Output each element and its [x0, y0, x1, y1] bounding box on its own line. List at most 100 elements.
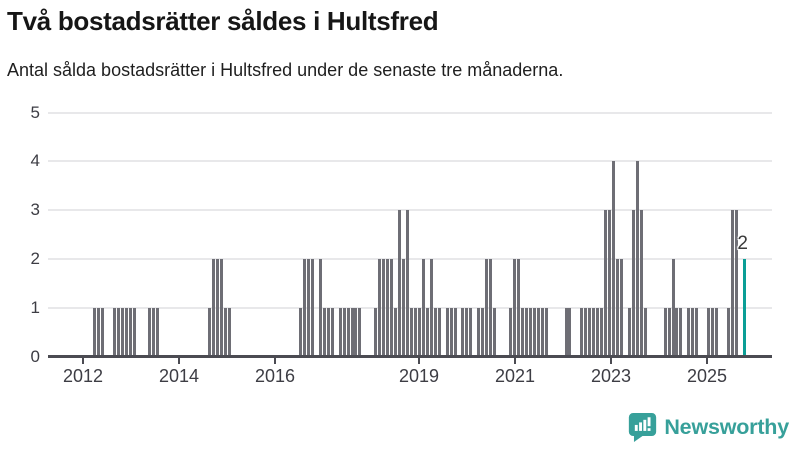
- x-axis-label-2016: 2016: [254, 366, 296, 386]
- bar-2020-01: [465, 308, 469, 357]
- bar-2015-01: [227, 308, 231, 357]
- bar-2018-09: [402, 259, 406, 357]
- bar-2021-08: [540, 308, 544, 357]
- bar-2024-07: [679, 308, 683, 357]
- bar-2014-08: [207, 308, 211, 357]
- bar-2022-03: [568, 308, 572, 357]
- bar-2021-01: [513, 259, 516, 357]
- bar-2014-10: [215, 259, 219, 357]
- bar-2017-07: [346, 308, 350, 357]
- bar-2021-04: [524, 308, 528, 357]
- bar-2024-11: [695, 308, 699, 357]
- bar-2025-02: [707, 308, 711, 357]
- bar-2022-10: [596, 308, 600, 357]
- bar-2020-02: [469, 308, 473, 357]
- bar-2018-06: [390, 259, 394, 357]
- bar-2022-12: [604, 210, 608, 357]
- bar-2021-06: [532, 308, 536, 357]
- bar-2023-08: [635, 161, 639, 357]
- y-axis-label-3: 3: [30, 200, 40, 220]
- bar-2018-07: [394, 308, 398, 357]
- bar-2019-02: [421, 259, 425, 357]
- bar-2016-12: [318, 259, 322, 357]
- bar-2012-12: [128, 308, 132, 357]
- y-axis-label-1: 1: [30, 298, 40, 318]
- bar-2017-10: [358, 308, 362, 357]
- bar-2022-09: [592, 308, 596, 357]
- x-axis-label-2019: 2019: [398, 366, 440, 386]
- bar-2016-10: [310, 259, 314, 357]
- x-axis-tick-2014: [178, 358, 180, 364]
- bar-2023-02: [612, 161, 616, 357]
- bar-2012-08: [112, 308, 116, 357]
- bar-2025-09: [734, 210, 738, 357]
- chart-title: Två bostadsrätter såldes i Hultsfred: [7, 6, 439, 36]
- bar-2021-02: [516, 259, 520, 357]
- bar-2012-03: [92, 308, 96, 357]
- bar-2018-05: [386, 259, 390, 357]
- y-axis-label-5: 5: [30, 102, 40, 122]
- bar-2025-03: [711, 308, 715, 357]
- bar-2018-12: [413, 308, 417, 357]
- bar-2024-05: [671, 259, 675, 357]
- bar-2016-07: [299, 308, 302, 357]
- x-axis-label-2012: 2012: [62, 366, 104, 386]
- bar-2013-06: [152, 308, 156, 357]
- bar-2021-03: [520, 308, 524, 357]
- bar-2019-09: [449, 308, 453, 357]
- gridline-y4: [48, 160, 772, 163]
- bar-2017-02: [326, 308, 330, 357]
- bar-2023-01: [608, 210, 612, 357]
- latest-value-label: 2: [737, 233, 748, 255]
- bar-2020-06: [485, 259, 489, 357]
- bar-2024-09: [687, 308, 691, 357]
- bar-2020-04: [477, 308, 481, 357]
- x-axis-tick-2016: [274, 358, 276, 364]
- x-axis-label-2023: 2023: [590, 366, 632, 386]
- bar-2019-03: [425, 308, 429, 357]
- bar-2016-08: [302, 259, 306, 357]
- x-axis-tick-2012: [82, 358, 84, 364]
- bar-2024-04: [667, 308, 671, 357]
- x-axis-tick-2023: [610, 358, 612, 364]
- bar-2016-09: [306, 259, 310, 357]
- bar-2017-08: [350, 308, 354, 357]
- bar-2013-07: [156, 308, 160, 357]
- y-axis-label-2: 2: [30, 249, 40, 269]
- gridline-y3: [48, 209, 772, 212]
- x-axis-line: [48, 355, 772, 358]
- x-axis-tick-2025: [706, 358, 708, 364]
- bar-2022-11: [600, 308, 604, 357]
- bar-2014-11: [219, 259, 223, 357]
- bar-2018-04: [382, 259, 386, 357]
- gridline-y2: [48, 258, 772, 261]
- bar-2014-09: [211, 259, 215, 357]
- bar-2018-10: [406, 210, 409, 357]
- x-axis-label-2025: 2025: [686, 366, 728, 386]
- bar-2024-03: [663, 308, 667, 357]
- bar-2013-05: [148, 308, 152, 357]
- newsworthy-wordmark: Newsworthy: [664, 415, 789, 439]
- bar-2025-07: [727, 308, 730, 357]
- bar-2025-04: [715, 308, 719, 357]
- bar-2022-06: [580, 308, 584, 357]
- y-axis-label-0: 0: [30, 347, 40, 366]
- bar-2014-12: [223, 308, 227, 357]
- bar-2022-08: [588, 308, 592, 357]
- bar-2017-03: [330, 308, 334, 357]
- bar-2020-07: [489, 259, 493, 357]
- bar-2012-05: [100, 308, 104, 357]
- bar-2012-10: [120, 308, 124, 357]
- newsworthy-logo: Newsworthy: [628, 412, 789, 443]
- bar-2019-05: [433, 308, 437, 357]
- bar-highlight-2025-11: [742, 259, 746, 357]
- bar-2021-05: [528, 308, 532, 357]
- bar-2018-11: [409, 308, 413, 357]
- x-axis-label-2021: 2021: [494, 366, 536, 386]
- bar-2017-09: [354, 308, 358, 357]
- y-axis-label-4: 4: [30, 151, 40, 171]
- bar-2021-09: [544, 308, 548, 357]
- x-axis-label-2014: 2014: [158, 366, 200, 386]
